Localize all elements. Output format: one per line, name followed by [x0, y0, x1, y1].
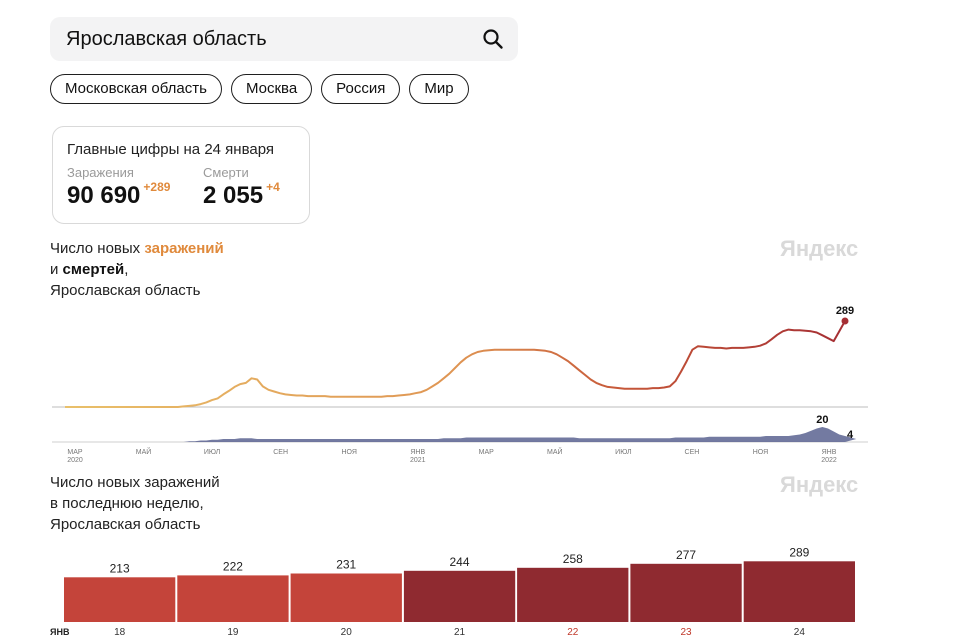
region-chips: Московская область Москва Россия Мир	[50, 74, 469, 104]
x-tick-label: МАР	[479, 449, 495, 456]
yandex-watermark-2: Яндекс	[780, 472, 859, 497]
deaths-last-label: 4	[847, 429, 854, 441]
deaths-value: 2 055	[203, 182, 264, 209]
x-tick-year: 2020	[67, 457, 83, 464]
chart2-title-line2: в последнюю неделю,	[50, 495, 204, 512]
x-tick-label: НОЯ	[753, 449, 768, 456]
x-tick-label: МАР	[67, 449, 83, 456]
chart1-title-prefix: Число новых	[50, 240, 145, 257]
month-label: ЯНВ	[50, 627, 70, 637]
yandex-watermark: Яндекс	[780, 236, 859, 261]
bar-value-label: 277	[676, 548, 696, 562]
chip-russia[interactable]: Россия	[321, 74, 401, 104]
search-box[interactable]: Ярославская область	[50, 17, 518, 61]
bar-category-label: 18	[114, 627, 126, 638]
x-tick-label: ЯНВ	[822, 449, 837, 456]
bar-value-label: 289	[789, 545, 809, 559]
chart1-title-region: Ярославская область	[50, 282, 201, 299]
deaths-peak-label: 20	[816, 414, 828, 426]
weekly-bar	[743, 561, 855, 622]
weekly-bar	[290, 573, 402, 622]
bar-category-label: 22	[567, 627, 579, 638]
deaths-area	[65, 427, 857, 442]
x-tick-label: СЕН	[273, 449, 288, 456]
search-input[interactable]: Ярославская область	[66, 28, 267, 50]
summary-card: Главные цифры на 24 января Заражения 90 …	[52, 126, 310, 224]
bar-value-label: 213	[110, 561, 130, 575]
weekly-bar	[403, 570, 516, 622]
deaths-label: Смерти	[203, 165, 249, 180]
cases-last-label: 289	[836, 305, 854, 317]
chip-moscow[interactable]: Москва	[230, 74, 313, 104]
weekly-bar	[64, 577, 176, 622]
x-tick-label: МАЙ	[547, 447, 563, 456]
x-tick-label: НОЯ	[341, 449, 356, 456]
chart1-title-line2-suffix: ,	[124, 261, 129, 278]
x-tick-year: 2022	[821, 457, 837, 464]
bar-value-label: 244	[449, 555, 469, 569]
chart2-title-region: Ярославская область	[50, 516, 201, 533]
bar-category-label: 23	[681, 627, 693, 638]
x-tick-label: СЕН	[685, 449, 700, 456]
weekly-bar	[517, 567, 629, 622]
chart1-title-bold: смертей	[62, 261, 125, 278]
infections-label: Заражения	[67, 165, 134, 180]
infections-stat: Заражения 90 690 +289	[67, 165, 170, 210]
x-tick-label: ИЮЛ	[204, 449, 221, 456]
chart2-title: Число новых заражений в последнюю неделю…	[50, 472, 220, 535]
deaths-delta: +4	[266, 180, 280, 194]
chip-moscow-region[interactable]: Московская область	[50, 74, 222, 104]
chart1-title-highlight: заражений	[144, 240, 224, 257]
bar-category-label: 19	[227, 627, 239, 638]
bar-value-label: 222	[223, 559, 243, 573]
bar-category-label: 24	[794, 627, 806, 638]
bar-category-label: 21	[454, 627, 466, 638]
chart1-title: Число новых заражений и смертей, Ярослав…	[50, 238, 224, 301]
x-tick-label: МАЙ	[136, 447, 152, 456]
weekly-bar	[177, 575, 289, 622]
deaths-stat: Смерти 2 055 +4	[203, 165, 280, 210]
x-tick-label: ИЮЛ	[615, 449, 632, 456]
cases-last-point	[841, 317, 849, 325]
infections-value: 90 690	[67, 182, 141, 209]
chart2-title-line1: Число новых заражений	[50, 474, 220, 491]
summary-title: Главные цифры на 24 января	[67, 141, 275, 158]
x-tick-label: ЯНВ	[410, 449, 425, 456]
infections-delta: +289	[143, 180, 171, 194]
search-icon[interactable]	[482, 28, 504, 50]
chart1-title-line2-prefix: и	[50, 261, 63, 278]
chip-world[interactable]: Мир	[409, 74, 469, 104]
x-tick-year: 2021	[410, 457, 426, 464]
bar-category-label: 20	[341, 627, 353, 638]
weekly-bar	[630, 563, 742, 622]
bar-value-label: 231	[336, 557, 356, 571]
cases-line	[65, 320, 846, 408]
bar-value-label: 258	[563, 552, 583, 566]
